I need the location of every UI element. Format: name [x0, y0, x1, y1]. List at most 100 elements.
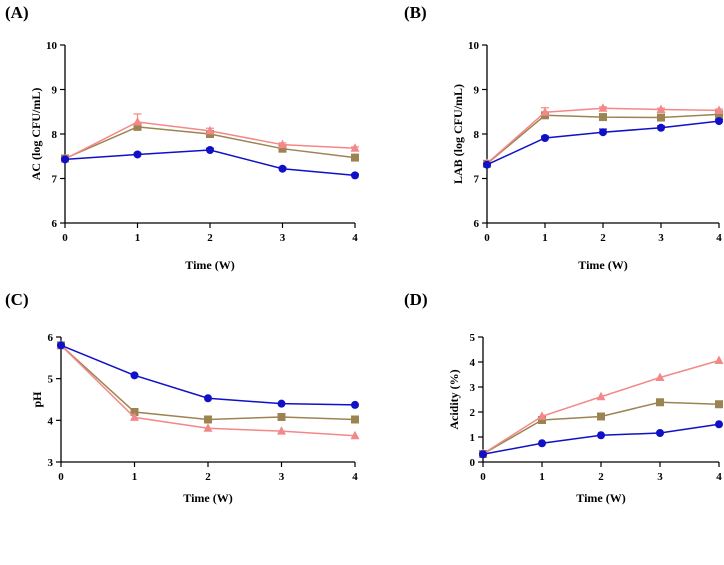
x-tick-label: 1 [539, 471, 545, 483]
y-tick-label: 8 [474, 129, 480, 141]
x-tick-label: 2 [207, 232, 213, 244]
x-axis-title: Time (W) [576, 491, 625, 505]
data-point [351, 415, 359, 424]
x-tick-label: 2 [598, 471, 604, 483]
data-point [278, 139, 287, 149]
y-tick-label: 4 [470, 357, 476, 369]
series-2 [483, 110, 723, 168]
data-point [656, 104, 666, 114]
y-tick-label: 0 [470, 457, 476, 469]
data-point [656, 429, 664, 437]
x-axis-title: Time (W) [578, 258, 627, 272]
x-tick-label: 4 [352, 471, 358, 483]
x-tick-label: 2 [205, 471, 211, 483]
x-axis-title: Time (W) [185, 258, 234, 272]
data-point [133, 122, 142, 131]
data-point [715, 400, 723, 409]
y-axis-title: Acidity (%) [447, 369, 461, 429]
x-tick-label: 0 [480, 471, 486, 483]
series-3 [478, 355, 724, 458]
data-point [541, 134, 549, 143]
x-axis-title: Time (W) [183, 491, 232, 505]
series-1 [483, 117, 723, 169]
y-tick-label: 6 [48, 332, 54, 344]
y-axis-title: pH [30, 391, 44, 408]
data-point [714, 355, 724, 364]
data-point [277, 413, 286, 421]
data-point [657, 123, 665, 132]
series-2 [479, 398, 723, 458]
data-point [130, 408, 139, 416]
y-tick-label: 9 [474, 85, 480, 97]
y-tick-label: 2 [470, 407, 476, 419]
data-point [657, 113, 665, 122]
panel-label: (A) [5, 3, 29, 22]
y-tick-label: 3 [470, 382, 476, 394]
panel-c: (C) 3 4 5 6 0 1 2 3 4 Time (W) pH [5, 290, 360, 505]
x-tick-label: 3 [279, 471, 285, 483]
data-point [598, 103, 608, 112]
panel-label: (C) [5, 290, 29, 309]
x-tick-label: 1 [132, 471, 138, 483]
data-point [655, 372, 665, 381]
data-point [715, 117, 723, 126]
panel-a: (A) 6 7 8 9 10 0 1 2 3 4 Time (W) AC (log CFU/mL) [5, 3, 360, 272]
data-point [599, 128, 607, 137]
data-point [203, 423, 213, 432]
data-point [540, 107, 550, 116]
data-point [278, 164, 287, 173]
y-tick-label: 7 [474, 174, 480, 186]
series-1 [61, 146, 359, 180]
y-tick-label: 6 [474, 218, 480, 230]
y-tick-label: 5 [470, 332, 476, 344]
y-tick-label: 8 [52, 129, 58, 141]
data-point [133, 116, 142, 126]
y-axis-title: LAB (log CFU/mL) [451, 84, 465, 184]
data-point [350, 143, 360, 152]
series-1 [479, 420, 723, 459]
data-point [277, 426, 286, 435]
data-point [204, 394, 212, 403]
x-tick-label: 3 [658, 232, 664, 244]
x-tick-label: 4 [352, 232, 358, 244]
data-point [278, 144, 287, 153]
series-line [482, 401, 720, 455]
data-point [714, 105, 724, 114]
x-tick-label: 1 [542, 232, 548, 244]
data-point [277, 399, 286, 408]
data-point [351, 400, 359, 409]
data-point [597, 431, 605, 440]
data-point [350, 430, 360, 440]
y-tick-label: 5 [48, 374, 54, 386]
panel-label: (D) [404, 290, 428, 309]
data-point [133, 150, 142, 159]
y-tick-label: 7 [52, 174, 58, 186]
data-point [538, 416, 546, 424]
x-tick-label: 0 [484, 232, 490, 244]
panel-label: (B) [404, 3, 427, 22]
data-point [596, 391, 606, 401]
data-point [597, 412, 605, 421]
y-tick-label: 1 [470, 432, 476, 444]
data-point [715, 420, 723, 429]
x-tick-label: 3 [657, 471, 663, 483]
series-3 [56, 340, 360, 440]
x-tick-label: 1 [135, 232, 141, 244]
x-tick-label: 4 [716, 471, 722, 483]
x-tick-label: 3 [280, 232, 286, 244]
data-point [61, 155, 69, 164]
data-point [715, 110, 723, 119]
data-point [206, 146, 214, 155]
data-point [57, 341, 65, 350]
x-tick-label: 2 [600, 232, 606, 244]
panel-b: (B) 6 7 8 9 10 0 1 2 3 4 Time (W) LAB (log CFU/mL) [404, 3, 724, 272]
data-point [351, 153, 359, 162]
data-point [537, 411, 547, 420]
x-tick-label: 0 [58, 471, 64, 483]
panel-d: (D) 0 1 2 3 4 5 0 1 2 3 4 Time (W) Acidity (%) [404, 290, 724, 505]
data-point [205, 125, 215, 135]
data-point [538, 439, 546, 448]
data-point [599, 113, 607, 122]
series-1 [57, 341, 359, 409]
